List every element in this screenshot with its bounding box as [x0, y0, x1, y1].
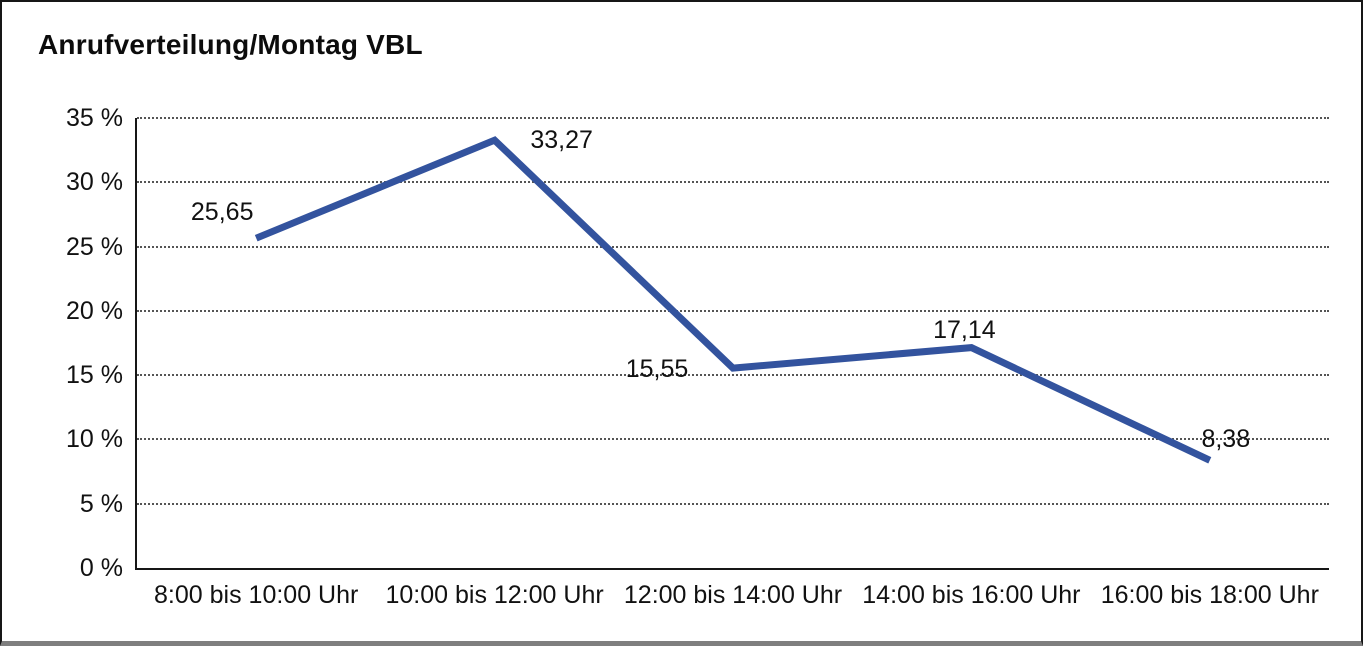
gridline	[137, 181, 1329, 184]
chart-title: Anrufverteilung/Montag VBL	[38, 29, 423, 60]
gridline	[137, 117, 1329, 119]
data-point-label: 15,55	[625, 355, 689, 384]
data-point-label: 8,38	[1201, 425, 1251, 454]
y-tick-label: 10 %	[66, 425, 123, 454]
line-series	[254, 136, 1212, 464]
gridline	[137, 245, 1329, 248]
y-tick-label: 35 %	[66, 104, 123, 132]
y-tick-label: 5 %	[79, 489, 123, 518]
plot-area: 0 % 5 % 10 % 15 % 20 % 25 % 30 % 35 % 25,65 33,2…	[66, 104, 1329, 609]
data-point-label: 33,27	[530, 126, 593, 155]
gridline	[137, 374, 1329, 377]
gridline	[137, 309, 1329, 312]
y-tick-label: 25 %	[66, 232, 123, 261]
data-point-label: 17,14	[933, 315, 996, 344]
data-point-label: 25,65	[190, 198, 254, 227]
x-tick-label: 10:00 bis 12:00 Uhr	[385, 581, 604, 609]
x-tick-label: 8:00 bis 10:00 Uhr	[154, 581, 359, 609]
y-tick-label: 0 %	[79, 554, 123, 582]
y-tick-label: 20 %	[66, 296, 123, 325]
x-tick-label: 16:00 bis 18:00 Uhr	[1100, 581, 1319, 609]
y-tick-label: 15 %	[66, 361, 123, 390]
line-series-svg	[254, 136, 1212, 464]
gridline	[137, 438, 1329, 441]
y-tick-label: 30 %	[66, 168, 123, 197]
x-tick-label: 14:00 bis 16:00 Uhr	[862, 581, 1081, 609]
gridline	[137, 502, 1329, 505]
x-tick-label: 12:00 bis 14:00 Uhr	[623, 581, 843, 609]
